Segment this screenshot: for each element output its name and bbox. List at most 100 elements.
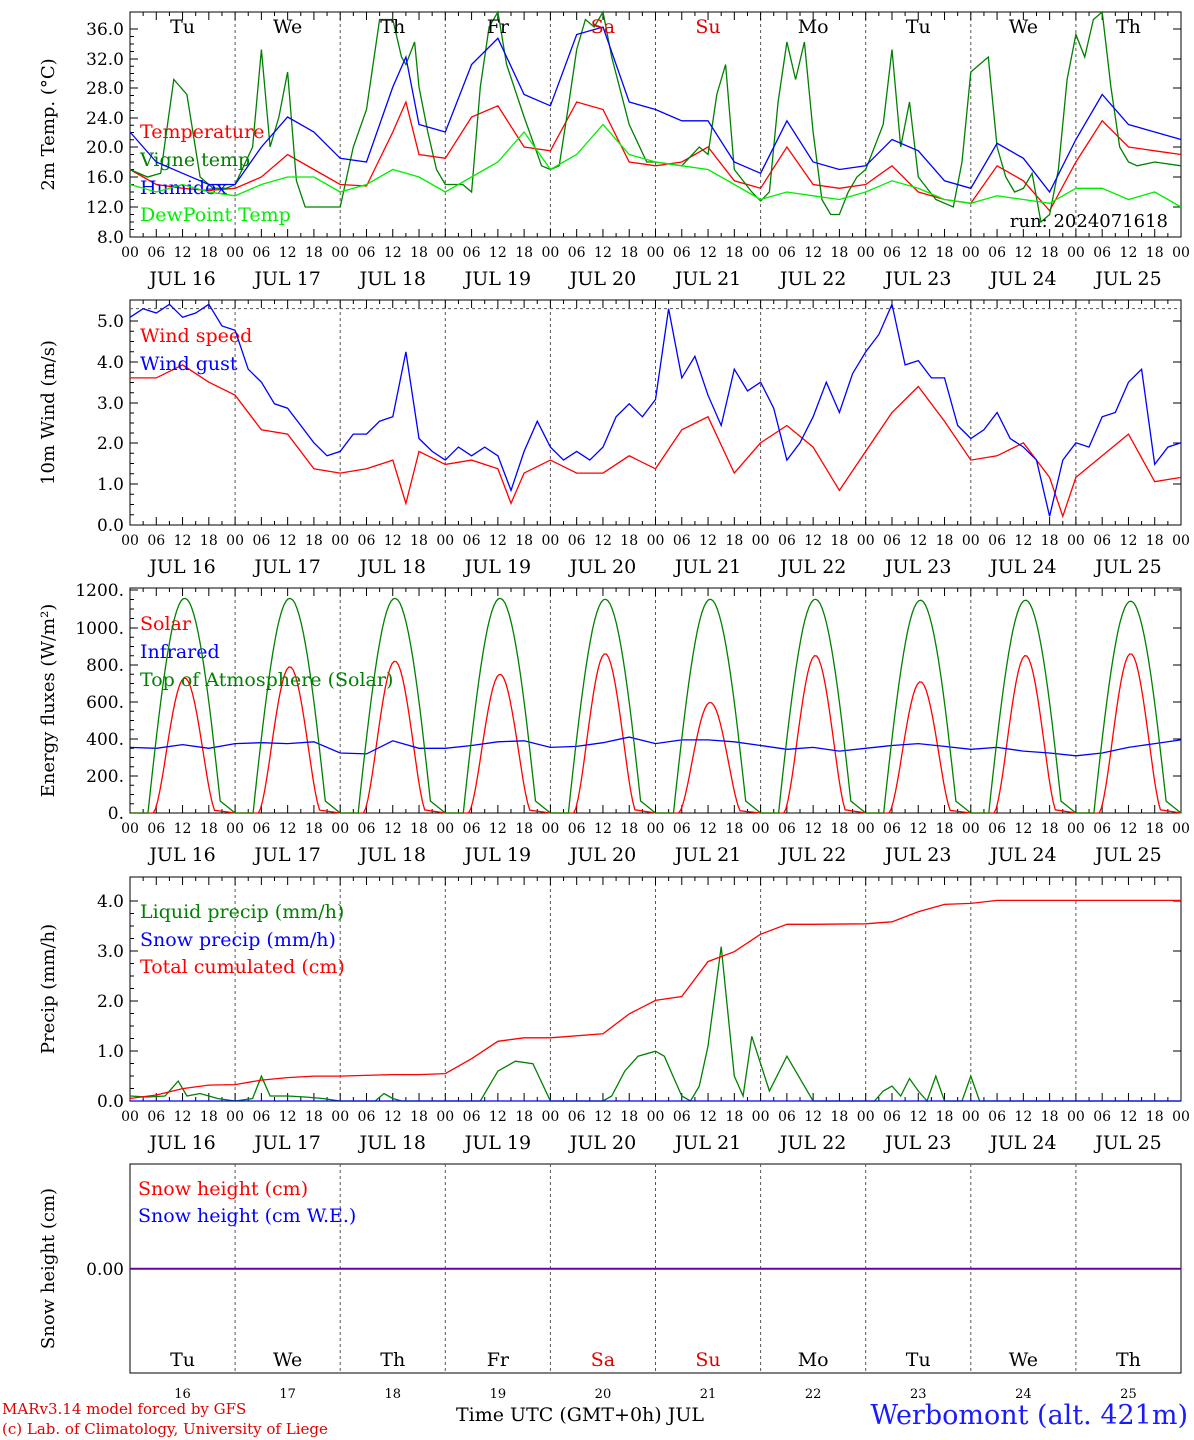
- panel3-hour-label: 18: [936, 821, 954, 837]
- panel2-hour-label: 06: [778, 533, 796, 549]
- panel1-hour-label: 18: [1041, 245, 1059, 261]
- panel2-hour-label: 12: [1014, 533, 1032, 549]
- panel2-hour-label: 00: [1172, 533, 1190, 549]
- bottom-day-number: 17: [279, 1387, 296, 1402]
- panel5-legend-entry: Snow height (cm): [138, 1178, 308, 1200]
- panel1-hour-label: 18: [725, 245, 743, 261]
- panel1-series-humidex: [129, 26, 1182, 194]
- panel4-hour-label: 12: [489, 1109, 507, 1125]
- panel2-hour-label: 00: [121, 533, 139, 549]
- panel1-hour-label: 06: [1093, 245, 1111, 261]
- panel4-date-label: JUL 21: [673, 1132, 741, 1154]
- panel2-date-label: JUL 23: [883, 556, 951, 578]
- panel4-hour-label: 12: [1120, 1109, 1138, 1125]
- panel1-hour-label: 18: [410, 245, 428, 261]
- panel2-hour-label: 18: [831, 533, 849, 549]
- panel2-legend-entry: Wind gust: [140, 353, 238, 375]
- panel2-hour-label: 06: [463, 533, 481, 549]
- panel4-hour-label: 12: [384, 1109, 402, 1125]
- panel3-hour-label: 12: [384, 821, 402, 837]
- panel1-ytick-label: 20.0: [86, 138, 124, 158]
- top-day-label: Th: [1116, 16, 1141, 38]
- panel4-date-label: JUL 25: [1093, 1132, 1161, 1154]
- panel1-series-dewpoint-temp: [129, 123, 1182, 208]
- panel2-hour-label: 18: [1041, 533, 1059, 549]
- panel3-hour-label: 18: [725, 821, 743, 837]
- panel1-hour-label: 06: [673, 245, 691, 261]
- panel4-hour-label: 00: [541, 1109, 559, 1125]
- top-day-label: Th: [380, 16, 405, 38]
- panel4-date-label: JUL 17: [252, 1132, 320, 1154]
- panel1-ytick-label: 28.0: [86, 79, 124, 99]
- bottom-day-label: Su: [695, 1349, 720, 1371]
- panel1-date-label: JUL 16: [147, 268, 215, 290]
- panel2-date-label: JUL 18: [358, 556, 426, 578]
- panel4-hour-label: 06: [147, 1109, 165, 1125]
- panel3-ytick-label: 200.: [86, 767, 124, 787]
- panel4-date-label: JUL 18: [358, 1132, 426, 1154]
- panel2-hour-label: 06: [883, 533, 901, 549]
- panel4-hour-label: 12: [804, 1109, 822, 1125]
- panel3-hour-label: 06: [778, 821, 796, 837]
- panel3-series-top-of-atmosphere-solar-: [132, 597, 1182, 814]
- panel2-hour-label: 06: [358, 533, 376, 549]
- panel4-date-label: JUL 24: [988, 1132, 1056, 1154]
- panel2-hour-label: 12: [909, 533, 927, 549]
- panel3-hour-label: 00: [331, 821, 349, 837]
- top-day-label: Tu: [906, 16, 931, 38]
- panel1-hour-label: 12: [909, 245, 927, 261]
- panel1-legend-entry: Humidex: [140, 177, 227, 199]
- panel1-hour-label: 12: [1120, 245, 1138, 261]
- panel3-hour-label: 12: [489, 821, 507, 837]
- panel1-hour-label: 00: [962, 245, 980, 261]
- panel3-hour-label: 18: [1146, 821, 1164, 837]
- panel4-legend-entry: Total cumulated (cm): [140, 956, 345, 978]
- panel3-ytick-label: 0.: [108, 804, 124, 824]
- panel1-hour-label: 18: [200, 245, 218, 261]
- run-annotation: run: 2024071618: [1010, 211, 1168, 232]
- panel4-hour-label: 18: [1146, 1109, 1164, 1125]
- panel1-series-temperature: [129, 99, 1182, 212]
- panel5-legend-entry: Snow height (cm W.E.): [138, 1205, 356, 1227]
- panel4-hour-label: 06: [1093, 1109, 1111, 1125]
- panel2-hour-label: 12: [804, 533, 822, 549]
- panel4-ytick-label: 2.0: [97, 992, 124, 1012]
- panel2-hour-label: 18: [936, 533, 954, 549]
- panel1-date-label: JUL 25: [1093, 268, 1161, 290]
- panel2-ytick-label: 2.0: [97, 434, 124, 454]
- bottom-day-label: Fr: [487, 1349, 510, 1371]
- panel1-hour-label: 06: [568, 245, 586, 261]
- station-title: Werbomont (alt. 421m): [870, 1400, 1188, 1431]
- panel4-hour-label: 00: [436, 1109, 454, 1125]
- panel1-hour-label: 00: [647, 245, 665, 261]
- panel4-hour-label: 00: [962, 1109, 980, 1125]
- panel4-hour-label: 18: [410, 1109, 428, 1125]
- panel2-hour-label: 12: [594, 533, 612, 549]
- panel4-date-label: JUL 19: [463, 1132, 531, 1154]
- panel4-legend-entry: Liquid precip (mm/h): [140, 901, 344, 923]
- panel2-date-label: JUL 16: [147, 556, 215, 578]
- panel4-hour-label: 12: [909, 1109, 927, 1125]
- bottom-day-label: Th: [1116, 1349, 1141, 1371]
- panel1-ytick-label: 16.0: [86, 168, 124, 188]
- panel3-hour-label: 18: [200, 821, 218, 837]
- panel1-hour-label: 06: [883, 245, 901, 261]
- panel4-hour-label: 18: [725, 1109, 743, 1125]
- panel4-hour-label: 18: [936, 1109, 954, 1125]
- panel4-hour-label: 18: [1041, 1109, 1059, 1125]
- panel3-hour-label: 12: [594, 821, 612, 837]
- panel2-hour-label: 00: [331, 533, 349, 549]
- bottom-day-label: Th: [380, 1349, 405, 1371]
- panel4-hour-label: 00: [121, 1109, 139, 1125]
- panel4-hour-label: 18: [620, 1109, 638, 1125]
- panel3-series-infrared: [129, 736, 1182, 757]
- panel4-hour-label: 12: [1014, 1109, 1032, 1125]
- panel3-hour-label: 00: [226, 821, 244, 837]
- panel2-date-label: JUL 24: [988, 556, 1056, 578]
- time-axis-label: Time UTC (GMT+0h) JUL: [456, 1404, 704, 1426]
- panel3-hour-label: 00: [121, 821, 139, 837]
- panel3-hour-label: 06: [883, 821, 901, 837]
- panel3-hour-label: 12: [1120, 821, 1138, 837]
- panel3-hour-label: 00: [647, 821, 665, 837]
- bottom-day-number: 19: [490, 1387, 507, 1402]
